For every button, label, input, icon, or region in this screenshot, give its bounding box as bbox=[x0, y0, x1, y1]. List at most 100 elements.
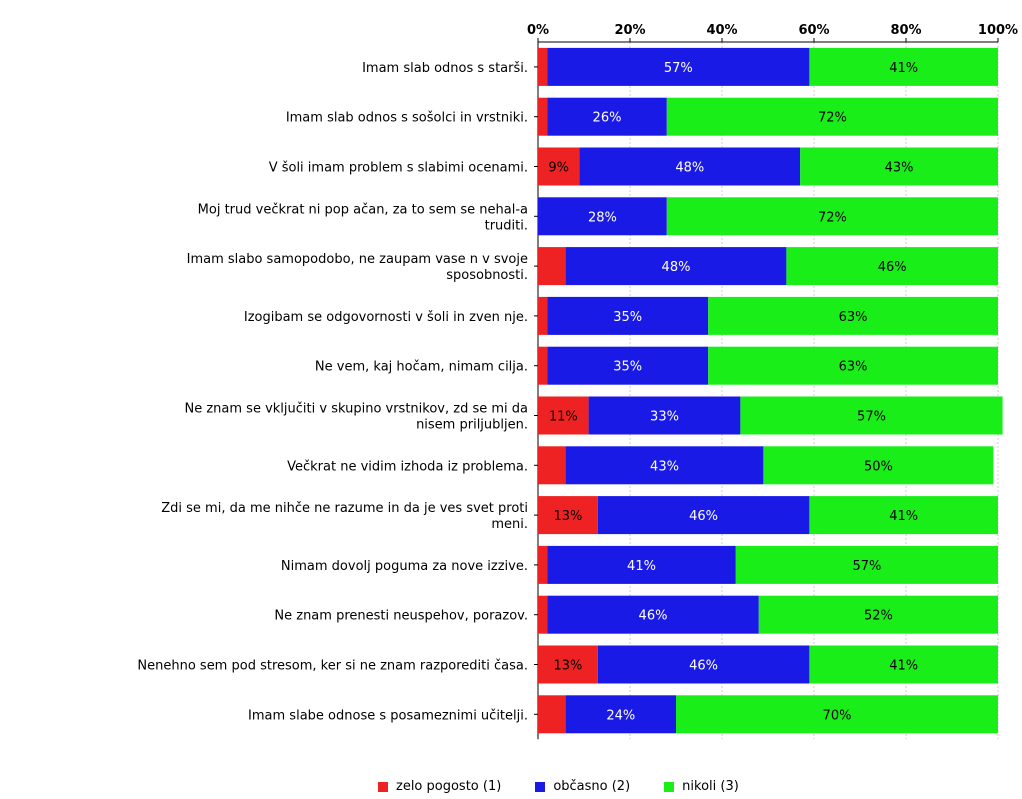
bar-segment-1 bbox=[538, 147, 580, 186]
data-label: 11% bbox=[549, 410, 578, 425]
bar-segment-1 bbox=[538, 396, 589, 435]
bar-segment-2 bbox=[547, 595, 759, 634]
legend-item: nikoli (3) bbox=[664, 779, 739, 794]
bar-segment-1 bbox=[538, 247, 566, 286]
data-label: 35% bbox=[613, 360, 642, 375]
data-label: 63% bbox=[839, 310, 868, 325]
data-label: 43% bbox=[650, 459, 679, 474]
bar-segment-1 bbox=[538, 645, 598, 684]
bar-segment-1 bbox=[538, 496, 598, 535]
category-label: truditi. bbox=[485, 218, 528, 233]
data-label: 63% bbox=[839, 360, 868, 375]
bar-segment-2 bbox=[579, 147, 801, 186]
bar-segment-3 bbox=[763, 446, 994, 485]
category-label: sposobnosti. bbox=[446, 268, 528, 283]
bar-segment-3 bbox=[666, 197, 998, 236]
bar-segment-2 bbox=[597, 645, 810, 684]
bar-segment-3 bbox=[740, 396, 1003, 435]
category-label: Zdi se mi, da me nihče ne razume in da j… bbox=[161, 501, 528, 516]
legend-swatch bbox=[664, 781, 675, 792]
legend-swatch bbox=[378, 781, 388, 792]
data-label: 72% bbox=[818, 210, 847, 225]
category-label: V šoli imam problem s slabimi ocenami. bbox=[269, 161, 528, 176]
data-label: 24% bbox=[606, 708, 635, 723]
category-label: Imam slabe odnose s posameznimi učitelji… bbox=[248, 708, 528, 723]
legend-label: zelo pogosto (1) bbox=[396, 779, 502, 794]
legend-label: občasno (2) bbox=[553, 779, 631, 794]
category-label: Večkrat ne vidim izhoda iz problema. bbox=[287, 459, 528, 474]
legend-label: nikoli (3) bbox=[682, 779, 739, 794]
legend: zelo pogosto (1) občasno (2) nikoli (3) bbox=[378, 779, 739, 794]
data-label: 48% bbox=[662, 260, 691, 275]
stacked-bar-chart: 0% 20% 40% 60% 80% 100% 57% 41% Imam slab odnos … bbox=[137, 23, 1018, 740]
bar-segment-2 bbox=[588, 396, 741, 435]
bar-segment-2 bbox=[565, 695, 676, 734]
bar-segment-3 bbox=[758, 595, 998, 634]
category-label: Nimam dovolj poguma za nove izzive. bbox=[281, 559, 528, 574]
data-label: 26% bbox=[593, 111, 622, 126]
legend-item: zelo pogosto (1) bbox=[378, 779, 501, 794]
bar-segment-3 bbox=[809, 496, 998, 535]
bar-segment-2 bbox=[547, 97, 667, 136]
category-label: Imam slabo samopodobo, ne zaupam vase n … bbox=[187, 252, 528, 267]
x-tick-label: 20% bbox=[614, 23, 645, 38]
legend-swatch bbox=[535, 781, 546, 792]
data-label: 9% bbox=[548, 161, 569, 176]
category-label: Izogibam se odgovornosti v šoli in zven … bbox=[244, 310, 528, 325]
data-label: 57% bbox=[664, 61, 693, 76]
bar-segment-1 bbox=[538, 545, 548, 584]
bar-segment-1 bbox=[538, 595, 548, 634]
bar-segment-1 bbox=[538, 47, 548, 86]
bar-segment-1 bbox=[538, 296, 548, 335]
data-label: 57% bbox=[852, 559, 881, 574]
bar-segment-2 bbox=[597, 496, 810, 535]
category-label: Ne vem, kaj hočam, nimam cilja. bbox=[315, 360, 528, 375]
bar-segment-3 bbox=[666, 97, 998, 136]
bar-segment-3 bbox=[708, 346, 998, 385]
category-label: Nenehno sem pod stresom, ker si ne znam … bbox=[137, 659, 528, 674]
data-label: 46% bbox=[689, 659, 718, 674]
legend-item: občasno (2) bbox=[535, 779, 630, 794]
bar-segment-1 bbox=[538, 346, 548, 385]
x-tick-label: 40% bbox=[706, 23, 737, 38]
data-label: 41% bbox=[889, 509, 918, 524]
category-label: Ne znam se vključiti v skupino vrstnikov… bbox=[185, 402, 529, 417]
data-label: 43% bbox=[885, 161, 914, 176]
category-label: Imam slab odnos s starši. bbox=[362, 61, 528, 76]
bar-segment-1 bbox=[538, 695, 566, 734]
bar-segment-1 bbox=[538, 446, 566, 485]
bar-segment-3 bbox=[786, 247, 998, 286]
bar-segment-3 bbox=[676, 695, 998, 734]
data-label: 41% bbox=[889, 659, 918, 674]
bar-segment-2 bbox=[547, 346, 709, 385]
data-label: 72% bbox=[818, 111, 847, 126]
x-tick-label: 80% bbox=[890, 23, 921, 38]
x-tick-label: 60% bbox=[798, 23, 829, 38]
bar-segment-1 bbox=[538, 97, 548, 136]
data-label: 28% bbox=[588, 210, 617, 225]
data-label: 70% bbox=[823, 708, 852, 723]
category-label: Imam slab odnos s sošolci in vrstniki. bbox=[286, 111, 528, 126]
bar-segment-2 bbox=[547, 545, 736, 584]
data-label: 57% bbox=[857, 410, 886, 425]
category-label: meni. bbox=[491, 517, 528, 532]
bar-segment-3 bbox=[809, 47, 998, 86]
bar-segment-3 bbox=[708, 296, 998, 335]
bar-segment-3 bbox=[800, 147, 998, 186]
data-label: 33% bbox=[650, 410, 679, 425]
bar-segment-2 bbox=[565, 446, 764, 485]
bar-segment-2 bbox=[547, 296, 709, 335]
bar-segment-2 bbox=[538, 197, 667, 236]
data-label: 52% bbox=[864, 609, 893, 624]
data-label: 48% bbox=[675, 161, 704, 176]
category-label: Ne znam prenesti neuspehov, porazov. bbox=[274, 609, 528, 624]
data-label: 35% bbox=[613, 310, 642, 325]
bar-segment-3 bbox=[735, 545, 998, 584]
x-tick-label: 100% bbox=[978, 23, 1018, 38]
data-label: 41% bbox=[627, 559, 656, 574]
x-tick-label: 0% bbox=[527, 23, 549, 38]
data-label: 46% bbox=[639, 609, 668, 624]
bar-segment-2 bbox=[565, 247, 787, 286]
data-label: 13% bbox=[553, 659, 582, 674]
data-label: 41% bbox=[889, 61, 918, 76]
